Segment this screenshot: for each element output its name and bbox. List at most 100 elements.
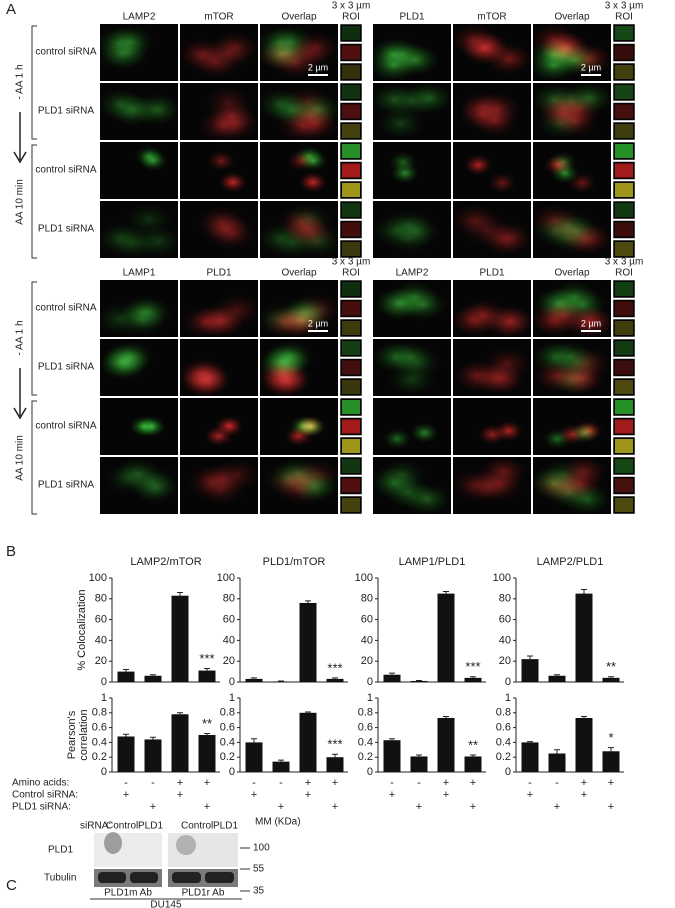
y-tick-label: 80 [499,593,511,605]
condition-sign: + [204,777,210,789]
y-tick-label: 0.2 [358,751,373,763]
bar [410,680,428,682]
column-header: PLD1 [479,268,504,279]
roi-signal [615,65,633,79]
roi-signal [615,321,633,335]
y-tick-label: 0 [367,676,373,688]
error-bar [389,672,395,675]
roi-signal [615,26,633,40]
roi-square [339,495,363,515]
fluorescence [383,428,412,450]
row-label: control siRNA [35,47,96,58]
roi-signal [342,163,360,178]
fluorescence [272,46,320,79]
fluorescence [259,357,306,390]
y-tick-label: 1 [367,692,373,704]
fluorescence [478,362,526,395]
fluorescence [568,172,597,194]
roi-square [612,239,636,259]
y-tick-label: 0.8 [358,707,373,719]
roi-signal [342,380,360,394]
fluorescence [541,32,589,65]
roi-signal [342,65,360,79]
band [104,832,122,854]
y-tick-label: 0.4 [92,736,107,748]
roi-square [612,23,636,43]
roi-square [612,476,636,495]
roi-square [339,220,363,239]
blot-row-label: Tubulin [44,873,76,884]
roi-square [339,358,363,377]
condition-sign: + [416,801,422,813]
bracket [31,144,37,259]
fluorescence [288,218,336,251]
lane-label: PLD1 [213,821,238,832]
error-bar [527,655,533,660]
error-bar [527,741,533,743]
roi-square [339,102,363,121]
bar [299,602,317,682]
fluorescence [488,172,517,194]
error-bar [278,680,284,682]
y-tick-label: 0 [101,676,107,688]
condition-sign: + [177,789,183,801]
significance: ** [202,716,212,731]
y-tick-label: 40 [95,634,107,646]
fluorescence [179,357,226,390]
error-bar [204,667,210,671]
condition-label: Control siRNA: [12,790,78,801]
roi-signal [342,360,360,375]
y-tick-label: 40 [499,634,511,646]
error-bar [416,679,422,681]
bar [437,593,455,682]
y-tick-label: 1 [505,692,511,704]
western-blot: siRNA: Control PLD1 Control PLD1 MM (KDa… [44,817,301,908]
y-tick-label: 60 [499,614,511,626]
y-tick-label: 0.8 [496,707,511,719]
chart-title: LAMP1/PLD1 [399,556,466,568]
roi-square [612,358,636,377]
roi-square [612,43,636,62]
roi-square [612,62,636,82]
fluorescence [214,458,262,491]
fluorescence [139,150,168,171]
bar [521,742,539,772]
group-label: - AA 1 h [15,320,26,355]
fluorescence [531,204,579,237]
roi-signal [342,301,360,316]
roi-square [339,23,363,43]
fluorescence [478,424,507,445]
fluorescence [451,468,499,501]
roi-square [612,456,636,476]
fluorescence [387,84,435,117]
roi-signal [615,400,633,414]
bar [299,712,317,772]
y-tick-label: 80 [95,593,107,605]
roi-signal [342,341,360,355]
roi-square [339,377,363,397]
y-tick-label: 80 [361,593,373,605]
bar [464,756,482,772]
y-tick-label: 40 [361,634,373,646]
y-tick-label: 0.4 [358,736,373,748]
bar [602,751,620,772]
lane-label: Control [106,821,138,832]
y-tick-label: 0 [505,676,511,688]
error-bar [123,669,129,672]
y-tick-label: 1 [101,692,107,704]
roi-square [612,377,636,397]
y-tick-label: 0.6 [92,722,107,734]
error-bar [554,749,560,754]
bar [117,671,135,682]
fluorescence [285,85,332,118]
roi-square [339,200,363,220]
column-header: Overlap [554,12,589,23]
roi-signal [342,222,360,237]
bar [548,753,566,772]
fluorescence [114,458,162,490]
roi-signal [615,419,633,434]
fluorescence [192,46,240,79]
condition-sign: + [389,789,395,801]
scale-bar-label: 2 µm [308,62,328,72]
error-bar [305,600,311,603]
